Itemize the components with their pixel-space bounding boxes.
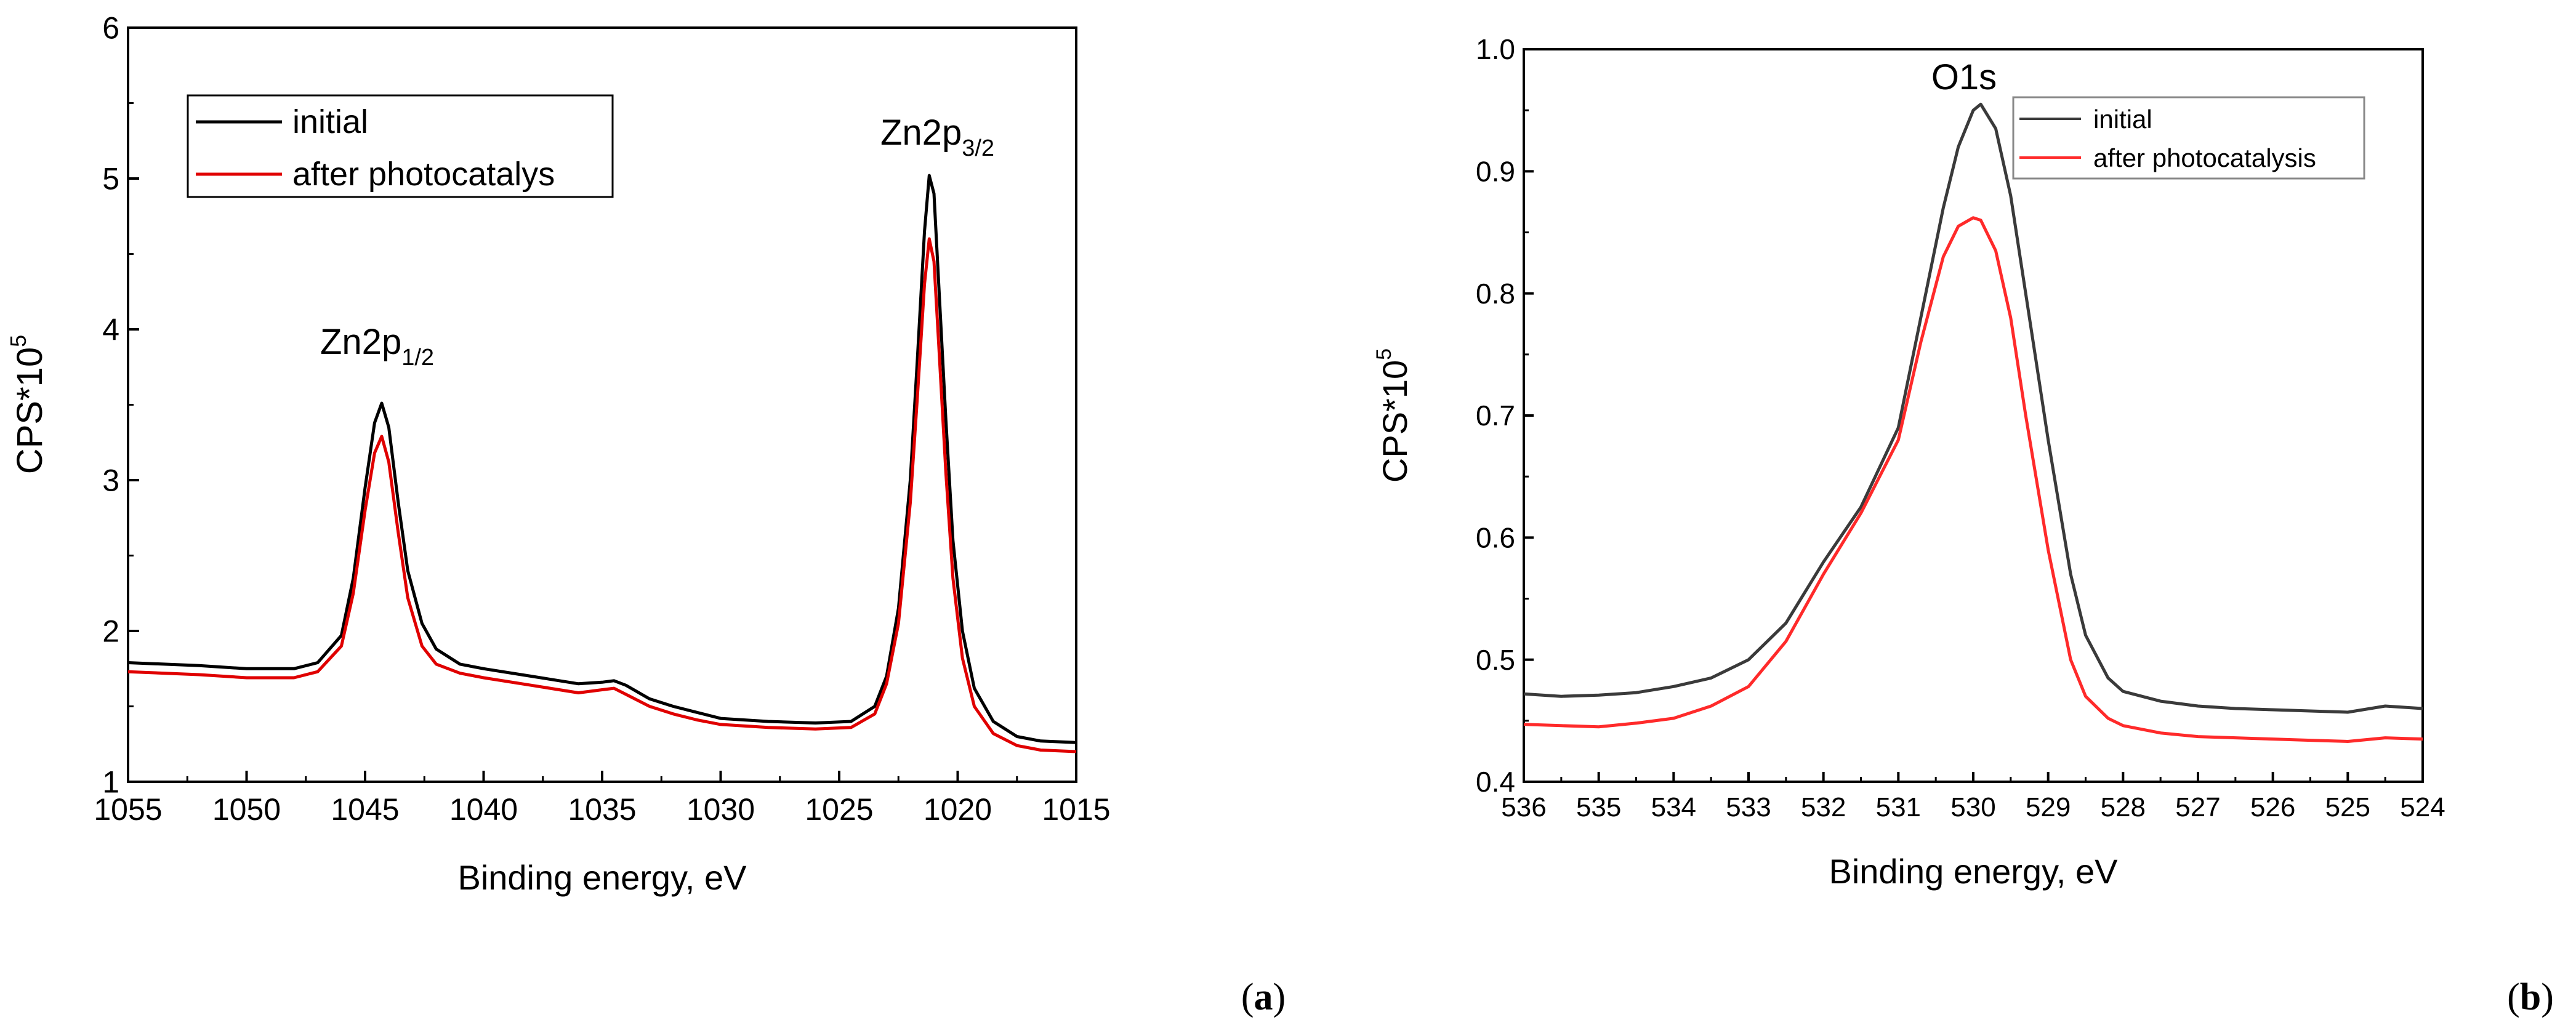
x-tick-label: 530 — [1950, 792, 1995, 822]
x-axis-label: Binding energy, eV — [457, 858, 747, 897]
panel-label-b: (b) — [2507, 976, 2554, 1018]
annotation-o1s: O1s — [1931, 57, 1997, 97]
y-axis-label: CPS*105 — [6, 335, 50, 474]
x-tick-label: 525 — [2325, 792, 2370, 822]
y-tick-label: 0.9 — [1476, 155, 1515, 187]
x-tick-label: 1055 — [94, 792, 162, 827]
x-tick-label: 532 — [1801, 792, 1846, 822]
x-tick-label: 534 — [1651, 792, 1696, 822]
x-tick-label: 1030 — [686, 792, 755, 827]
x-tick-label: 1040 — [449, 792, 518, 827]
x-tick-label: 1050 — [212, 792, 281, 827]
chart-panel-a: 1055 1050 1045 1040 1035 1030 1025 1020 1015 1 2 3 4… — [6, 11, 1286, 1019]
series-line-initial — [1523, 102, 2423, 714]
annotation-zn2p12: Zn2p1/2 — [320, 322, 434, 371]
y-tick-label: 0.8 — [1476, 278, 1515, 310]
x-tick-label: 527 — [2175, 792, 2220, 822]
axis-ticks: 536 535 534 533 532 531 530 529 528 527 526 525 524 0… — [1476, 33, 2445, 822]
annotation-zn2p32: Zn2p3/2 — [880, 113, 994, 161]
legend: initial after photocatalys — [187, 94, 614, 198]
x-tick-label: 1045 — [331, 792, 399, 827]
x-tick-label: 536 — [1501, 792, 1546, 822]
legend-box — [187, 94, 614, 198]
legend-label-after: after photocatalys — [292, 156, 555, 193]
x-tick-label: 1020 — [924, 792, 992, 827]
x-tick-label: 535 — [1576, 792, 1621, 822]
y-axis-label: CPS*105 — [1372, 348, 1414, 483]
x-tick-label: 1015 — [1042, 792, 1110, 827]
legend-label-initial: initial — [2093, 105, 2152, 134]
x-tick-label: 528 — [2101, 792, 2146, 822]
y-tick-label: 1.0 — [1476, 33, 1515, 65]
legend-box — [2012, 96, 2365, 180]
y-tick-label: 5 — [102, 162, 119, 196]
legend: initial after photocatalysis — [2012, 96, 2365, 180]
series-curves — [1523, 102, 2423, 743]
legend-label-initial: initial — [292, 103, 368, 140]
y-tick-label: 0.7 — [1476, 400, 1515, 432]
chart-panel-b: 536 535 534 533 532 531 530 529 528 527 526 525 524 0… — [1372, 33, 2554, 1018]
x-tick-label: 1025 — [805, 792, 873, 827]
axis-ticks: 1055 1050 1045 1040 1035 1030 1025 1020 1015 1 2 3 4… — [94, 11, 1110, 827]
y-tick-label: 0.5 — [1476, 644, 1515, 676]
legend-label-after: after photocatalysis — [2093, 143, 2316, 172]
x-tick-label: 529 — [2026, 792, 2071, 822]
y-tick-label: 1 — [102, 765, 119, 800]
series-curves — [127, 174, 1077, 753]
series-line-initial — [127, 174, 1077, 744]
y-tick-label: 0.6 — [1476, 521, 1515, 553]
series-line-after-photocatalysis — [1523, 216, 2423, 743]
x-tick-label: 533 — [1726, 792, 1771, 822]
series-line-after-photocatalysis — [127, 237, 1077, 753]
y-tick-label: 0.4 — [1476, 766, 1515, 798]
x-tick-label: 531 — [1876, 792, 1921, 822]
x-tick-label: 526 — [2250, 792, 2295, 822]
y-tick-label: 3 — [102, 464, 119, 498]
x-tick-label: 1035 — [568, 792, 636, 827]
y-tick-label: 4 — [102, 313, 119, 347]
x-tick-label: 524 — [2400, 792, 2445, 822]
panel-label-a: (a) — [1241, 976, 1286, 1018]
x-axis-label: Binding energy, eV — [1829, 852, 2118, 891]
y-tick-label: 2 — [102, 614, 119, 649]
y-tick-label: 6 — [102, 11, 119, 46]
